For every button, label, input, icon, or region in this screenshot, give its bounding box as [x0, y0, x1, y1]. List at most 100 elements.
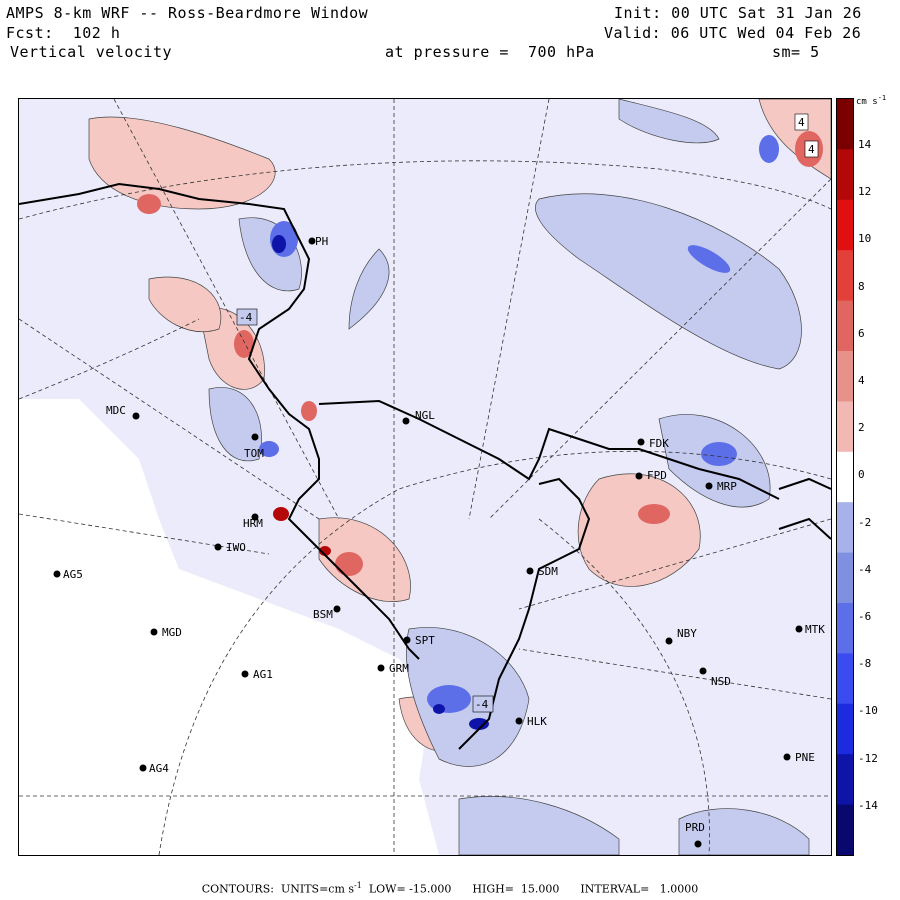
station-marker-fdk[interactable] — [637, 438, 645, 446]
station-label-ag4: AG4 — [149, 762, 169, 775]
station-marker-mdc[interactable] — [132, 412, 140, 420]
colorbar-swatch — [837, 502, 853, 554]
station-label-mtk: MTK — [805, 623, 825, 636]
station-label-mgd: MGD — [162, 626, 182, 639]
station-label-grm: GRM — [389, 662, 409, 675]
colorbar-tick-label: 14 — [858, 138, 872, 151]
station-label-ag5: AG5 — [63, 568, 83, 581]
station-label-sdm: SDM — [538, 565, 558, 578]
contour-label-4a: 4 — [798, 116, 805, 129]
valid-time: Valid: 06 UTC Wed 04 Feb 26 — [604, 24, 862, 42]
graticule — [19, 99, 831, 855]
colorbar-swatch — [837, 603, 853, 654]
station-label-bsm: BSM — [313, 608, 333, 621]
station-marker-nsd[interactable] — [699, 667, 707, 675]
colorbar-swatch — [837, 149, 853, 201]
station-marker-iwo[interactable] — [214, 543, 222, 551]
station-label-pne: PNE — [795, 751, 815, 764]
colorbar-tick-label: 12 — [858, 185, 872, 199]
colorbar-swatch — [837, 552, 853, 604]
station-marker-spt[interactable] — [403, 636, 411, 644]
colorbar-tick-label: -12 — [858, 751, 878, 765]
colorbar-swatches — [837, 99, 853, 855]
station-marker-ngl[interactable] — [402, 417, 410, 425]
station-marker-grm[interactable] — [377, 664, 385, 672]
contour-label-4b: 4 — [808, 143, 815, 156]
contour-label-neg4b: -4 — [475, 698, 489, 711]
colorbar-swatch — [837, 703, 853, 755]
colorbar-swatch — [837, 653, 853, 705]
colorbar-units: cm s-1 — [856, 94, 887, 107]
variable-name: Vertical velocity — [10, 43, 173, 61]
station-marker-nby[interactable] — [665, 637, 673, 645]
colorbar-tick-label: -14 — [858, 798, 878, 812]
station-marker-hrm[interactable] — [251, 513, 259, 521]
colorbar — [836, 98, 854, 856]
colorbar-swatch — [837, 99, 853, 150]
colorbar-swatch — [837, 250, 853, 302]
colorbar-tick-label: -2 — [858, 515, 872, 529]
colorbar-tick-label: 8 — [858, 279, 865, 293]
station-label-ph: PH — [315, 235, 328, 248]
station-marker-ag5[interactable] — [53, 570, 61, 578]
station-label-mdc: MDC — [106, 404, 126, 417]
coastline — [19, 182, 831, 750]
station-label-mrp: MRP — [717, 480, 737, 493]
station-marker-mtk[interactable] — [795, 625, 803, 633]
colorbar-swatch — [837, 300, 853, 352]
contour-label-boxes: 4 4 -4 -4 — [236, 113, 819, 713]
colorbar-swatch — [837, 754, 853, 806]
colorbar-tick-label: -4 — [858, 562, 872, 576]
chart-title: AMPS 8-km WRF -- Ross-Beardmore Window — [6, 4, 369, 22]
colorbar-swatch — [837, 199, 853, 251]
station-label-hlk: HLK — [527, 715, 547, 728]
station-label-tom: TOM — [244, 447, 264, 460]
colorbar-tick-label: 10 — [858, 232, 872, 246]
station-marker-mgd[interactable] — [150, 628, 158, 636]
colorbar-tick-label: 6 — [858, 326, 865, 340]
station-label-nby: NBY — [677, 627, 697, 640]
station-markers — [53, 237, 803, 848]
colorbar-swatch — [837, 804, 853, 855]
colorbar-tick-label: 4 — [858, 374, 865, 387]
station-label-iwo: IWO — [226, 541, 246, 554]
station-label-prd: PRD — [685, 821, 705, 834]
ocean-area — [19, 399, 439, 855]
station-label-spt: SPT — [415, 634, 435, 647]
station-marker-hlk[interactable] — [515, 717, 523, 725]
station-marker-ph[interactable] — [308, 237, 316, 245]
station-marker-fpd[interactable] — [635, 472, 643, 480]
station-label-fpd: FPD — [647, 469, 667, 482]
station-label-hrm: HRM — [243, 517, 263, 530]
station-label-nsd: NSD — [711, 675, 731, 688]
colorbar-tick-label: 2 — [858, 421, 865, 435]
map-panel: MDC NGL FDK FPD MRP IWO AG5 SDM MGD NBY … — [18, 98, 832, 856]
station-label-ngl: NGL — [415, 409, 435, 422]
colorbar-swatch — [837, 351, 853, 402]
forecast-hour: Fcst: 102 h — [6, 24, 121, 42]
station-marker-tom[interactable] — [251, 433, 259, 441]
contour-label-neg4a: -4 — [239, 311, 253, 324]
station-marker-ag1[interactable] — [241, 670, 249, 678]
pressure-level: at pressure = 700 hPa — [385, 43, 595, 61]
station-label-fdk: FDK — [649, 437, 669, 450]
max-positive-cores — [273, 507, 331, 556]
colorbar-swatch — [837, 451, 853, 503]
max-negative-cores — [272, 235, 489, 730]
init-time: Init: 00 UTC Sat 31 Jan 26 — [614, 4, 862, 22]
colorbar-tick-label: -6 — [858, 610, 872, 623]
station-marker-prd[interactable] — [694, 840, 702, 848]
colorbar-tick-label: -8 — [858, 657, 872, 671]
colorbar-tick-label: -10 — [858, 704, 878, 718]
station-marker-pne[interactable] — [783, 753, 791, 761]
contour-footer: CONTOURS: UNITS=cm s-1 LOW= -15.000 HIGH… — [201, 881, 699, 896]
map-canvas: MDC NGL FDK FPD MRP IWO AG5 SDM MGD NBY … — [19, 99, 831, 855]
station-marker-mrp[interactable] — [705, 482, 713, 490]
colorbar-swatch — [837, 401, 853, 453]
station-marker-ag4[interactable] — [139, 764, 147, 772]
positive-velocity-regions — [88, 99, 831, 752]
smoothing-value: sm= 5 — [772, 43, 820, 61]
station-marker-bsm[interactable] — [333, 605, 341, 613]
station-marker-sdm[interactable] — [526, 567, 534, 575]
station-label-ag1: AG1 — [253, 668, 273, 681]
